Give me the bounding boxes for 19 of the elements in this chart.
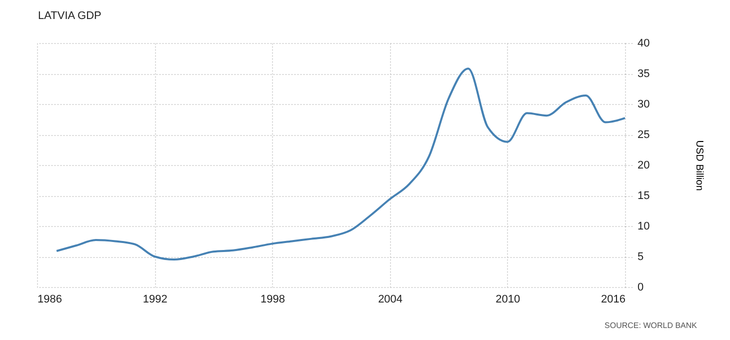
y-tick-label: 10 xyxy=(638,220,650,232)
x-tick-label: 1992 xyxy=(142,294,168,306)
y-tick-label: 20 xyxy=(638,160,650,172)
y-tick-label: 30 xyxy=(638,98,650,110)
y-tick-label: 5 xyxy=(638,251,644,263)
line-series xyxy=(56,68,626,261)
y-tick-label: 40 xyxy=(638,38,650,50)
x-tick-label: 2004 xyxy=(378,294,403,306)
source-note: SOURCE: WORLD BANK xyxy=(604,321,697,330)
x-tick-label: 2016 xyxy=(601,294,626,306)
chart-title: LATVIA GDP xyxy=(38,10,102,22)
y-tick-label: 15 xyxy=(638,190,650,202)
y-tick-label: 25 xyxy=(638,129,650,141)
x-tick-label: 1986 xyxy=(38,294,62,306)
y-axis-title: USD Billion xyxy=(694,140,705,191)
y-tick-label: 35 xyxy=(638,68,650,80)
x-tick-label: 2010 xyxy=(496,294,520,306)
y-tick-label: 0 xyxy=(638,282,644,294)
x-tick-label: 1998 xyxy=(260,294,285,306)
